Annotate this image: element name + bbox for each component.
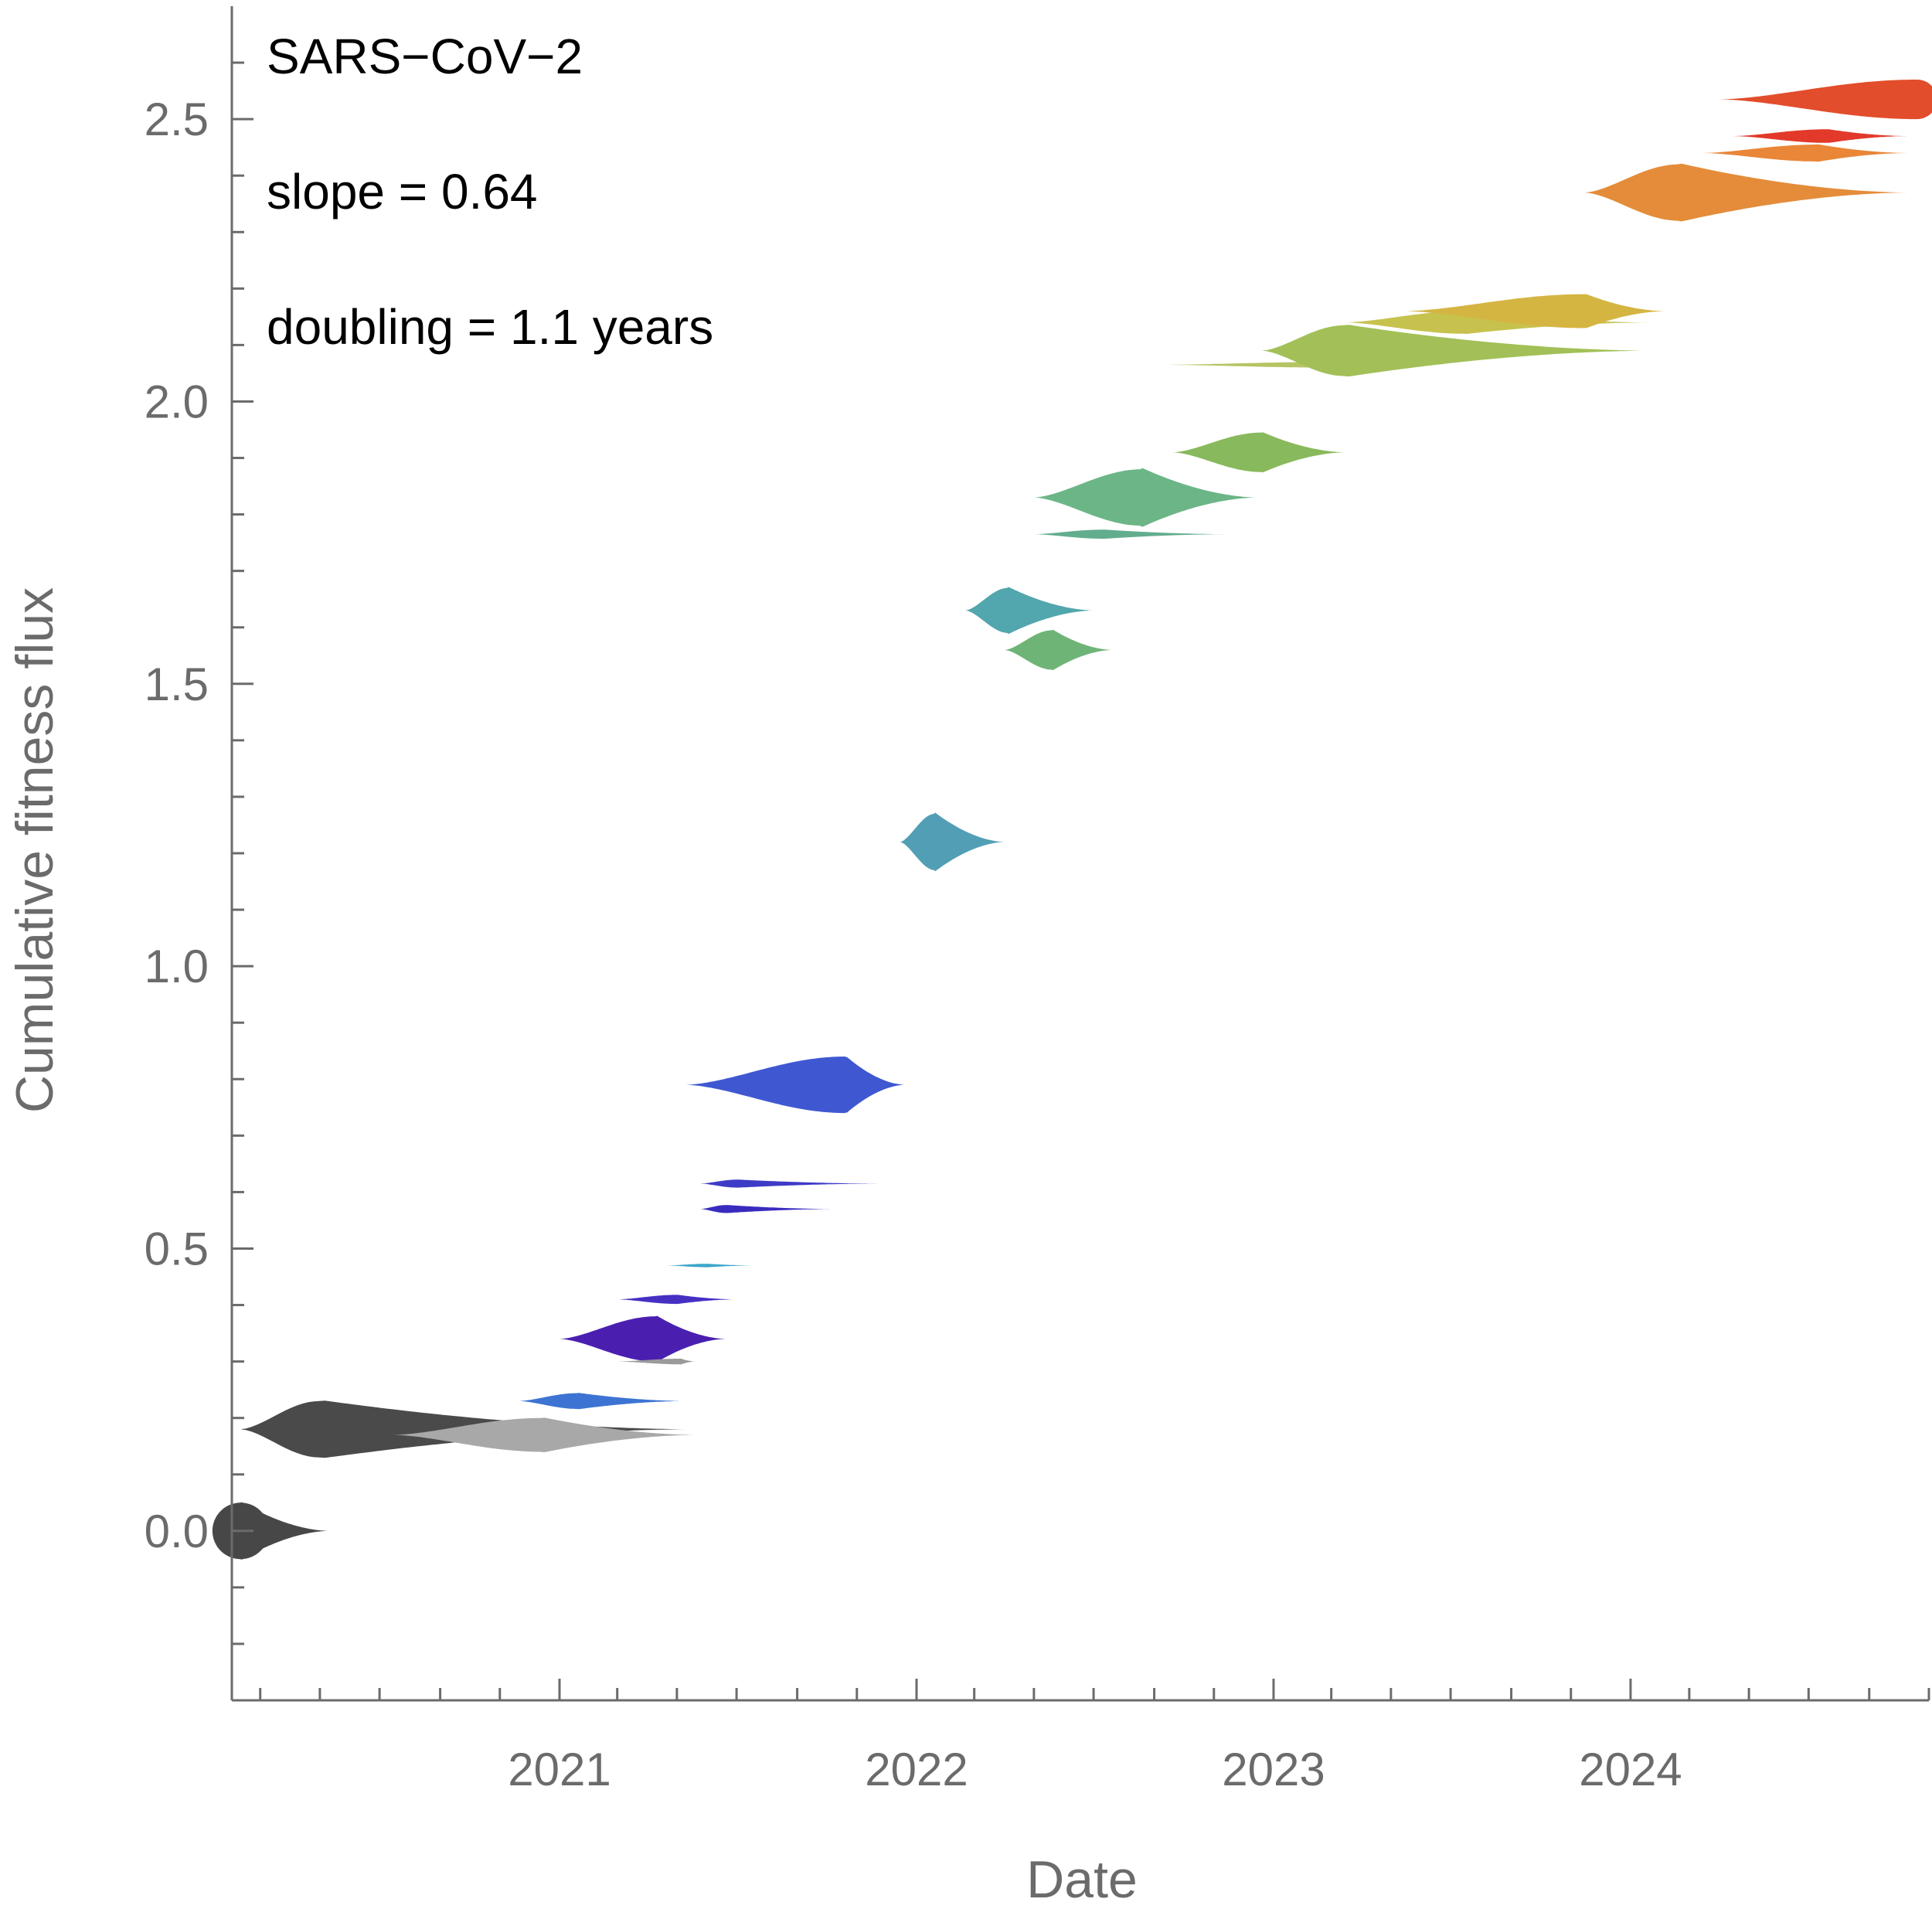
lineage-blob	[393, 1417, 696, 1452]
y-tick-label: 2.5	[145, 94, 209, 145]
y-tick-label: 0.0	[145, 1506, 209, 1557]
lineage-blob	[700, 1205, 835, 1213]
annotation-text: slope = 0.64	[267, 164, 538, 219]
lineage-blob	[965, 587, 1094, 635]
x-tick-label: 2021	[508, 1744, 611, 1795]
lineage-blob	[560, 1315, 726, 1363]
lineage-blob	[1261, 325, 1649, 377]
lineage-blob	[1172, 432, 1345, 473]
y-tick-label: 1.5	[145, 658, 209, 710]
lineage-blob	[617, 1295, 737, 1305]
chart-marks	[212, 79, 1932, 1560]
y-tick-label: 2.0	[145, 376, 209, 427]
annotation-text: doubling = 1.1 years	[267, 299, 713, 355]
x-axis-label: Date	[1026, 1850, 1138, 1909]
lineage-blob	[1719, 80, 1917, 120]
chart-axes: 0.0 0.5 1.0 1.5 2.0 2.5 2021 2022 2023 2024	[145, 6, 1930, 1795]
lineage-blob	[1345, 311, 1649, 334]
lineage-blob	[666, 1264, 756, 1268]
x-ticks: 2021 2022 2023 2024	[259, 1679, 1930, 1795]
y-tick-label: 1.0	[145, 941, 209, 992]
lineage-blob	[617, 1358, 696, 1365]
x-tick-label: 2022	[865, 1744, 968, 1795]
lineage-blob	[700, 1179, 881, 1188]
y-tick-label: 0.5	[145, 1223, 209, 1274]
x-tick-label: 2023	[1222, 1744, 1325, 1795]
lineage-blob	[1033, 529, 1228, 539]
lineage-blob	[1584, 163, 1908, 222]
lineage-blob	[1033, 468, 1257, 527]
y-ticks: 0.0 0.5 1.0 1.5 2.0 2.5	[145, 61, 253, 1645]
lineage-blob	[518, 1393, 686, 1410]
lineage-blob	[685, 1057, 905, 1114]
lineage-blob	[1702, 144, 1908, 162]
lineage-blob-cap	[1897, 79, 1932, 120]
annotations: SARS−CoV−2 slope = 0.64 doubling = 1.1 yea…	[267, 29, 713, 355]
lineage-blob	[900, 812, 1005, 872]
y-axis-label: Cumulative fitness flux	[5, 587, 64, 1113]
lineage-blob	[1004, 629, 1113, 671]
x-tick-label: 2024	[1579, 1744, 1682, 1795]
lineage-blob	[1404, 294, 1665, 328]
annotation-text: SARS−CoV−2	[267, 29, 583, 84]
lineage-blob	[1733, 129, 1908, 143]
